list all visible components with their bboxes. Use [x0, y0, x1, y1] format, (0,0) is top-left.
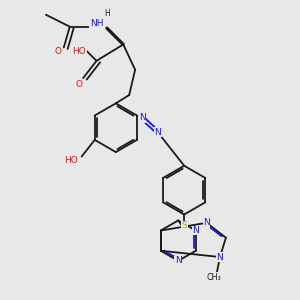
Text: O: O [55, 47, 62, 56]
Text: N: N [154, 128, 161, 137]
Text: H: H [104, 9, 110, 18]
Text: N: N [192, 226, 199, 235]
Text: N: N [203, 218, 210, 227]
Text: O: O [75, 80, 82, 88]
Text: S: S [181, 221, 187, 230]
Text: HO: HO [64, 156, 78, 165]
Text: HO: HO [72, 47, 86, 56]
Text: NH: NH [90, 19, 103, 28]
Text: N: N [139, 113, 146, 122]
Text: N: N [175, 256, 181, 266]
Text: CH₃: CH₃ [207, 273, 221, 282]
Text: N: N [217, 253, 223, 262]
